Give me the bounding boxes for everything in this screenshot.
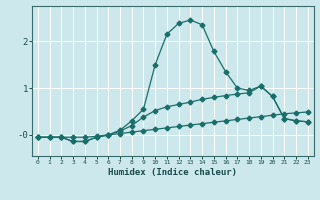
X-axis label: Humidex (Indice chaleur): Humidex (Indice chaleur): [108, 168, 237, 177]
